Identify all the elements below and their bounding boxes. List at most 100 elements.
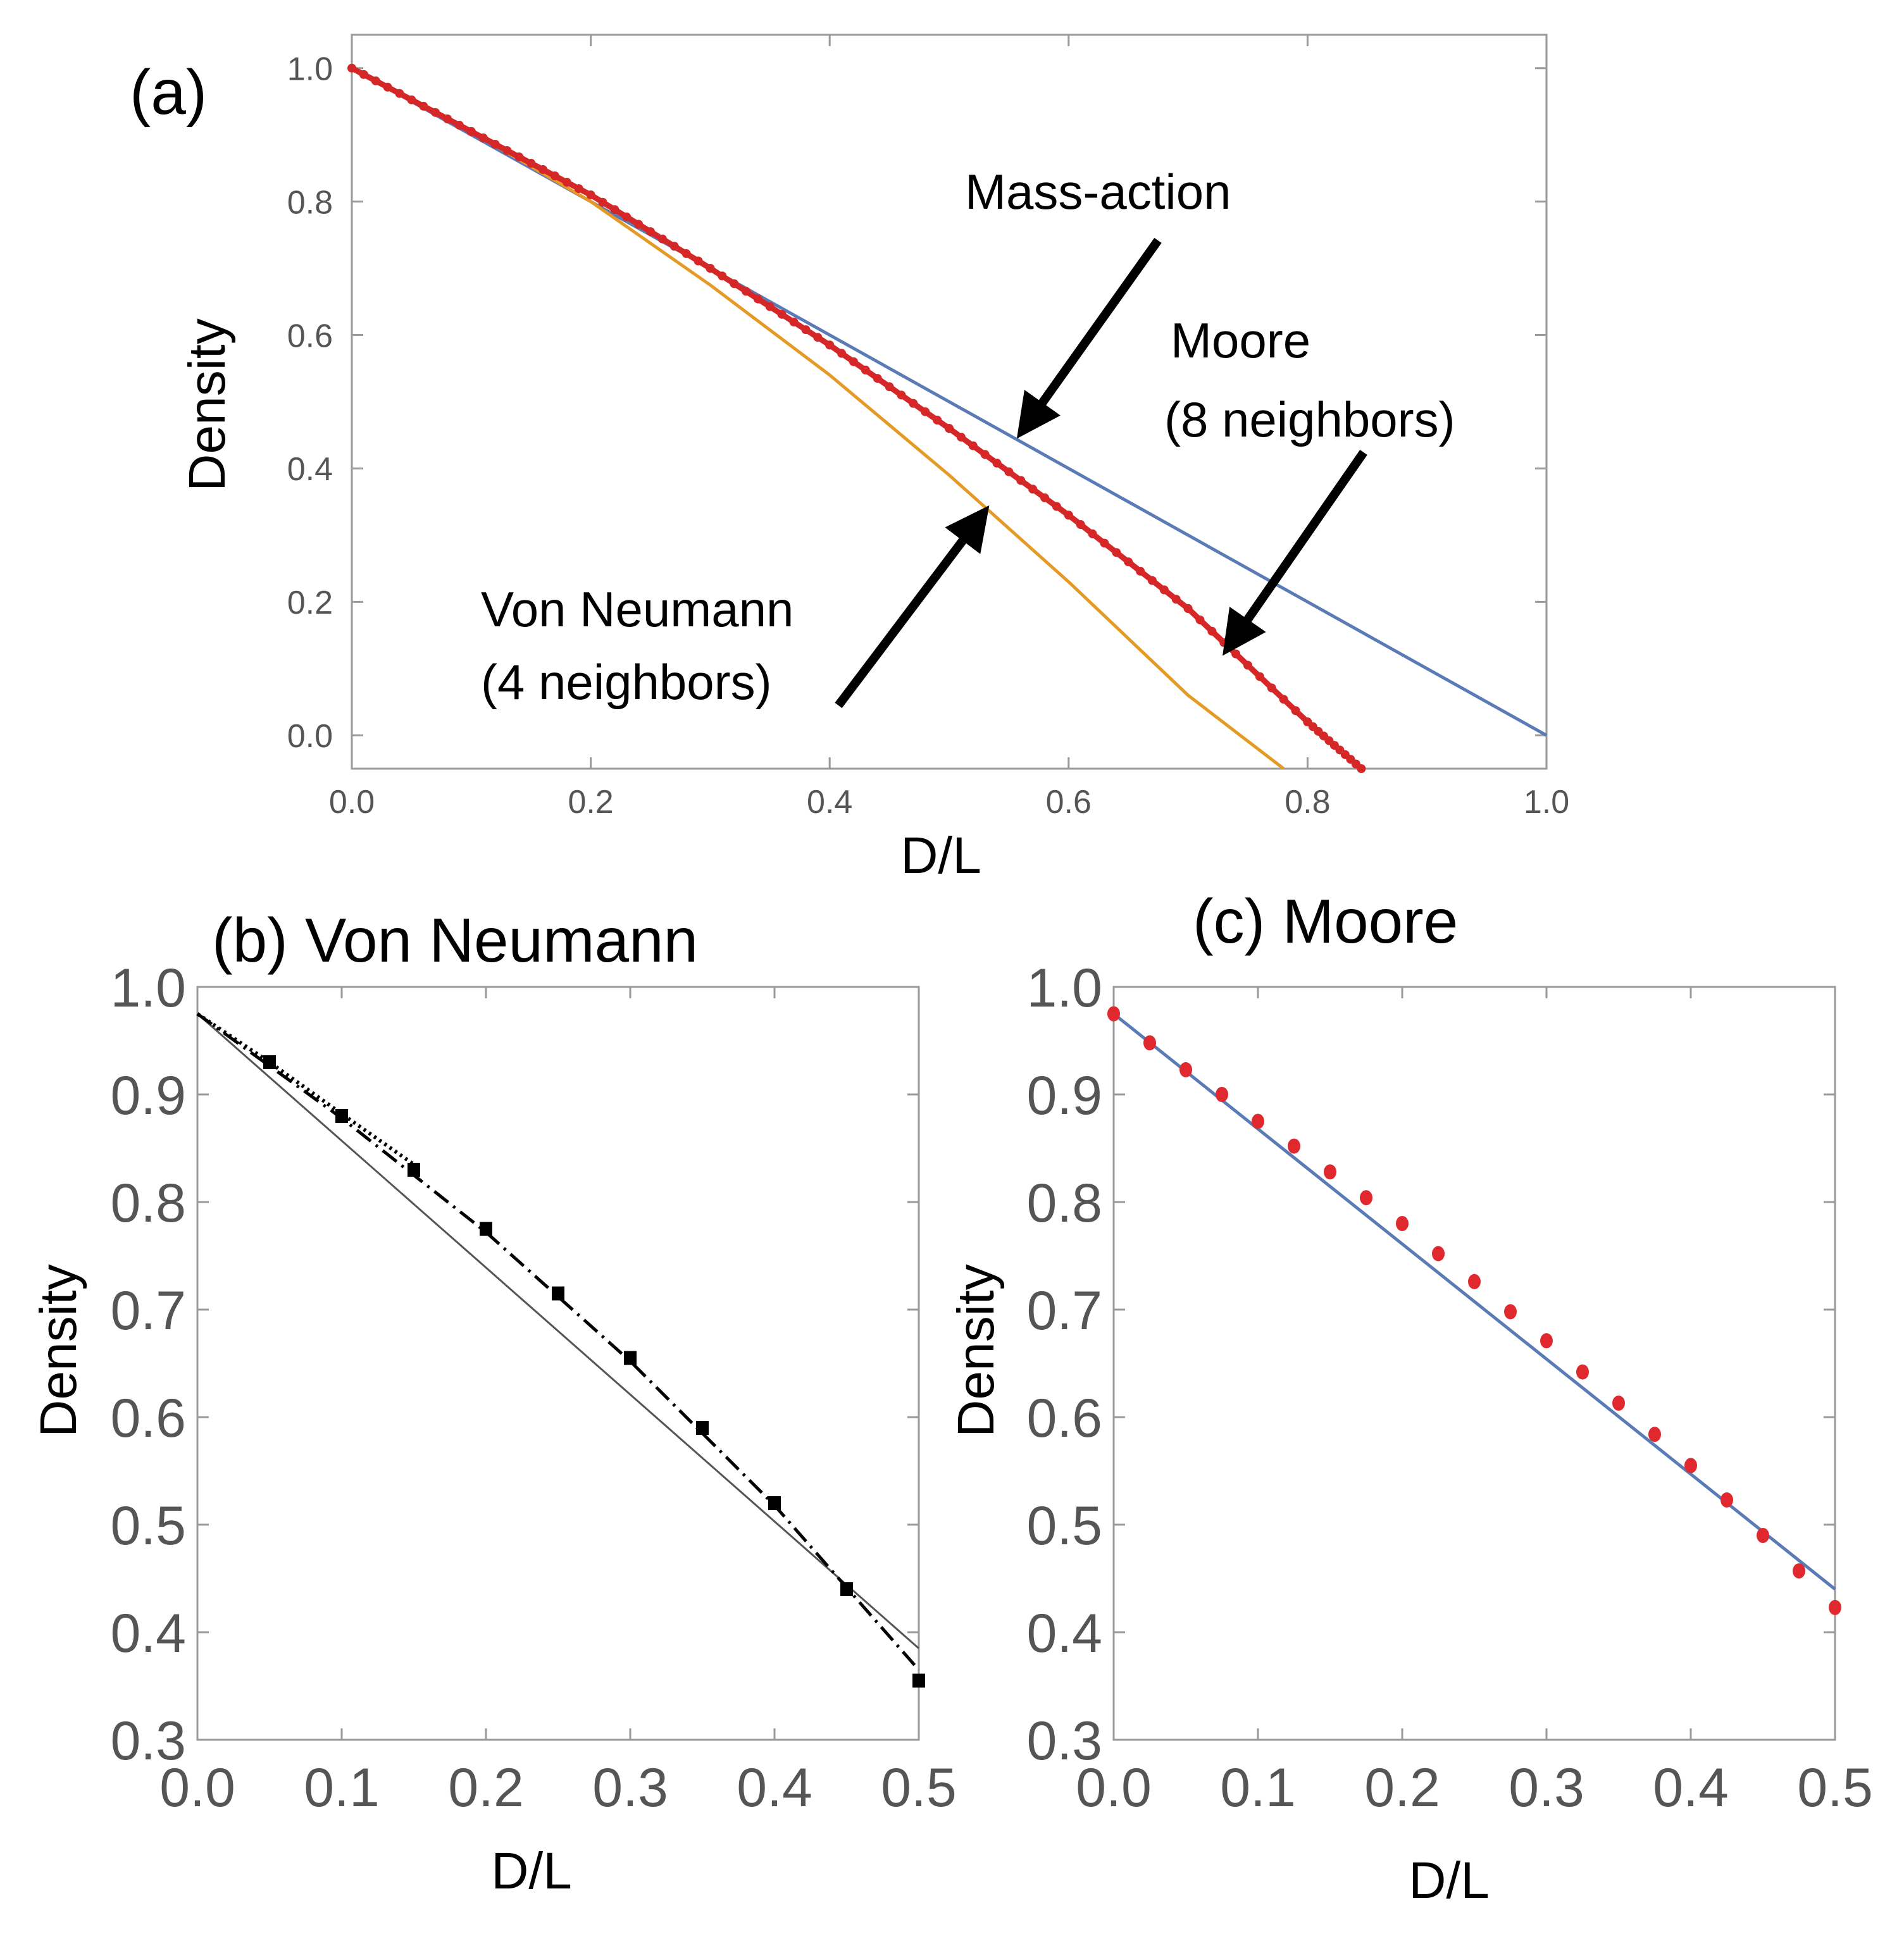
moore-point	[1088, 529, 1097, 538]
simulation-point	[1684, 1458, 1697, 1473]
moore-point	[1171, 595, 1181, 604]
moore-point	[765, 302, 775, 311]
moore-point	[801, 325, 811, 335]
simulation-point	[1540, 1333, 1553, 1349]
simulation-point	[552, 1286, 564, 1301]
moore-point	[956, 432, 966, 442]
moore-point	[1028, 485, 1038, 494]
y-tick-label: 0.6	[287, 318, 333, 354]
panel-c-title: (c) Moore	[1193, 886, 1458, 956]
x-tick-label: 0.4	[807, 784, 852, 821]
moore-point	[538, 165, 548, 175]
x-tick-label: 1.0	[1524, 784, 1569, 821]
arrow-von-neumann	[835, 505, 990, 709]
simulation-point	[1648, 1427, 1661, 1442]
moore-point	[1243, 660, 1252, 670]
y-tick-label: 1.0	[110, 958, 186, 1019]
series-line-dotted	[196, 1012, 415, 1166]
moore-point	[1159, 585, 1169, 595]
annotation-von-neumann: Von Neumann	[481, 581, 793, 637]
panel-a-frame	[351, 34, 1548, 770]
simulation-point	[1360, 1190, 1372, 1206]
y-tick-label: 0.5	[1026, 1496, 1102, 1556]
moore-point	[407, 95, 416, 104]
moore-point	[718, 271, 727, 281]
simulation-point	[696, 1421, 709, 1435]
y-tick-label: 0.4	[1026, 1603, 1102, 1664]
moore-point	[443, 114, 452, 123]
simulation-point	[408, 1163, 420, 1177]
y-tick-label: 1.0	[287, 51, 333, 87]
x-tick-label: 0.3	[592, 1757, 668, 1818]
simulation-point	[263, 1055, 276, 1069]
simulation-point	[840, 1582, 853, 1596]
moore-point	[1016, 476, 1026, 485]
y-tick-label: 0.6	[1026, 1388, 1102, 1449]
moore-point	[478, 133, 488, 142]
moore-point	[562, 178, 571, 187]
panel-c-lines	[1107, 1006, 1841, 1615]
simulation-point	[480, 1222, 492, 1236]
moore-point	[431, 108, 440, 117]
panel-b-ylabel: Density	[30, 1264, 87, 1437]
panel-a-lines	[347, 63, 1548, 773]
x-tick-label: 0.6	[1046, 784, 1092, 821]
y-tick-label: 0.7	[110, 1280, 186, 1341]
moore-point	[837, 349, 847, 358]
moore-point	[634, 220, 644, 229]
moore-point	[657, 234, 667, 244]
annotation-moore: Moore	[1171, 313, 1310, 368]
moore-point	[383, 82, 392, 92]
x-tick-label: 0.1	[304, 1757, 380, 1818]
simulation-point	[912, 1673, 925, 1688]
moore-point	[945, 424, 954, 433]
moore-point	[622, 212, 632, 221]
x-tick-label: 0.5	[1797, 1757, 1873, 1818]
moore-point	[1004, 467, 1014, 476]
moore-point	[933, 416, 942, 425]
moore-point	[395, 89, 404, 98]
simulation-point	[1504, 1304, 1517, 1320]
moore-point	[681, 249, 691, 258]
x-tick-label: 0.0	[1076, 1757, 1152, 1818]
panel-a-label: (a)	[130, 57, 207, 128]
moore-point	[502, 146, 512, 155]
y-tick-label: 0.6	[110, 1388, 186, 1449]
moore-point	[992, 459, 1002, 468]
arrow-moore	[1223, 450, 1367, 656]
panel-a-x-ticks: 0.0 0.2 0.4 0.6 0.8 1.0	[329, 35, 1569, 821]
x-tick-label: 0.4	[1653, 1757, 1729, 1818]
simulation-point	[1829, 1599, 1841, 1615]
moore-point	[359, 70, 368, 79]
simulation-point	[1324, 1164, 1336, 1180]
simulation-point	[1468, 1274, 1481, 1289]
x-tick-label: 0.0	[329, 784, 375, 821]
moore-point	[550, 171, 559, 181]
simulation-point	[1793, 1563, 1805, 1579]
x-tick-label: 0.1	[1220, 1757, 1296, 1818]
moore-point	[526, 159, 536, 168]
y-tick-label: 1.0	[1026, 958, 1102, 1019]
y-tick-label: 0.5	[110, 1496, 186, 1556]
panel-a: (a) 0.0 0.2 0.4 0.6 0.8 1.0 0.0 0.2 0.4 0.6 0.8 1.…	[130, 34, 1569, 884]
moore-point	[610, 205, 619, 214]
moore-point	[454, 120, 464, 130]
moore-point	[1124, 557, 1133, 567]
moore-point	[1136, 566, 1145, 576]
panel-a-xlabel: D/L	[900, 827, 981, 884]
panel-b: (b) Von Neumann 0.3 0.4 0.5 0.6 0.7 0.8 0.9 1.0…	[30, 905, 957, 1900]
simulation-point	[1757, 1528, 1769, 1543]
moore-point	[885, 382, 894, 392]
moore-point	[347, 63, 356, 73]
moore-point	[490, 139, 500, 149]
simulation-point	[1432, 1246, 1445, 1261]
moore-point	[825, 340, 835, 350]
panel-b-title: (b) Von Neumann	[212, 905, 698, 975]
y-tick-label: 0.3	[110, 1711, 186, 1771]
x-tick-label: 0.2	[448, 1757, 524, 1818]
y-tick-label: 0.4	[110, 1603, 186, 1664]
moore-point	[813, 333, 823, 342]
moore-point	[586, 190, 595, 200]
panel-c-y-ticks: 0.3 0.4 0.5 0.6 0.7 0.8 0.9 1.0	[1026, 958, 1835, 1771]
panel-a-ylabel: Density	[178, 318, 236, 491]
